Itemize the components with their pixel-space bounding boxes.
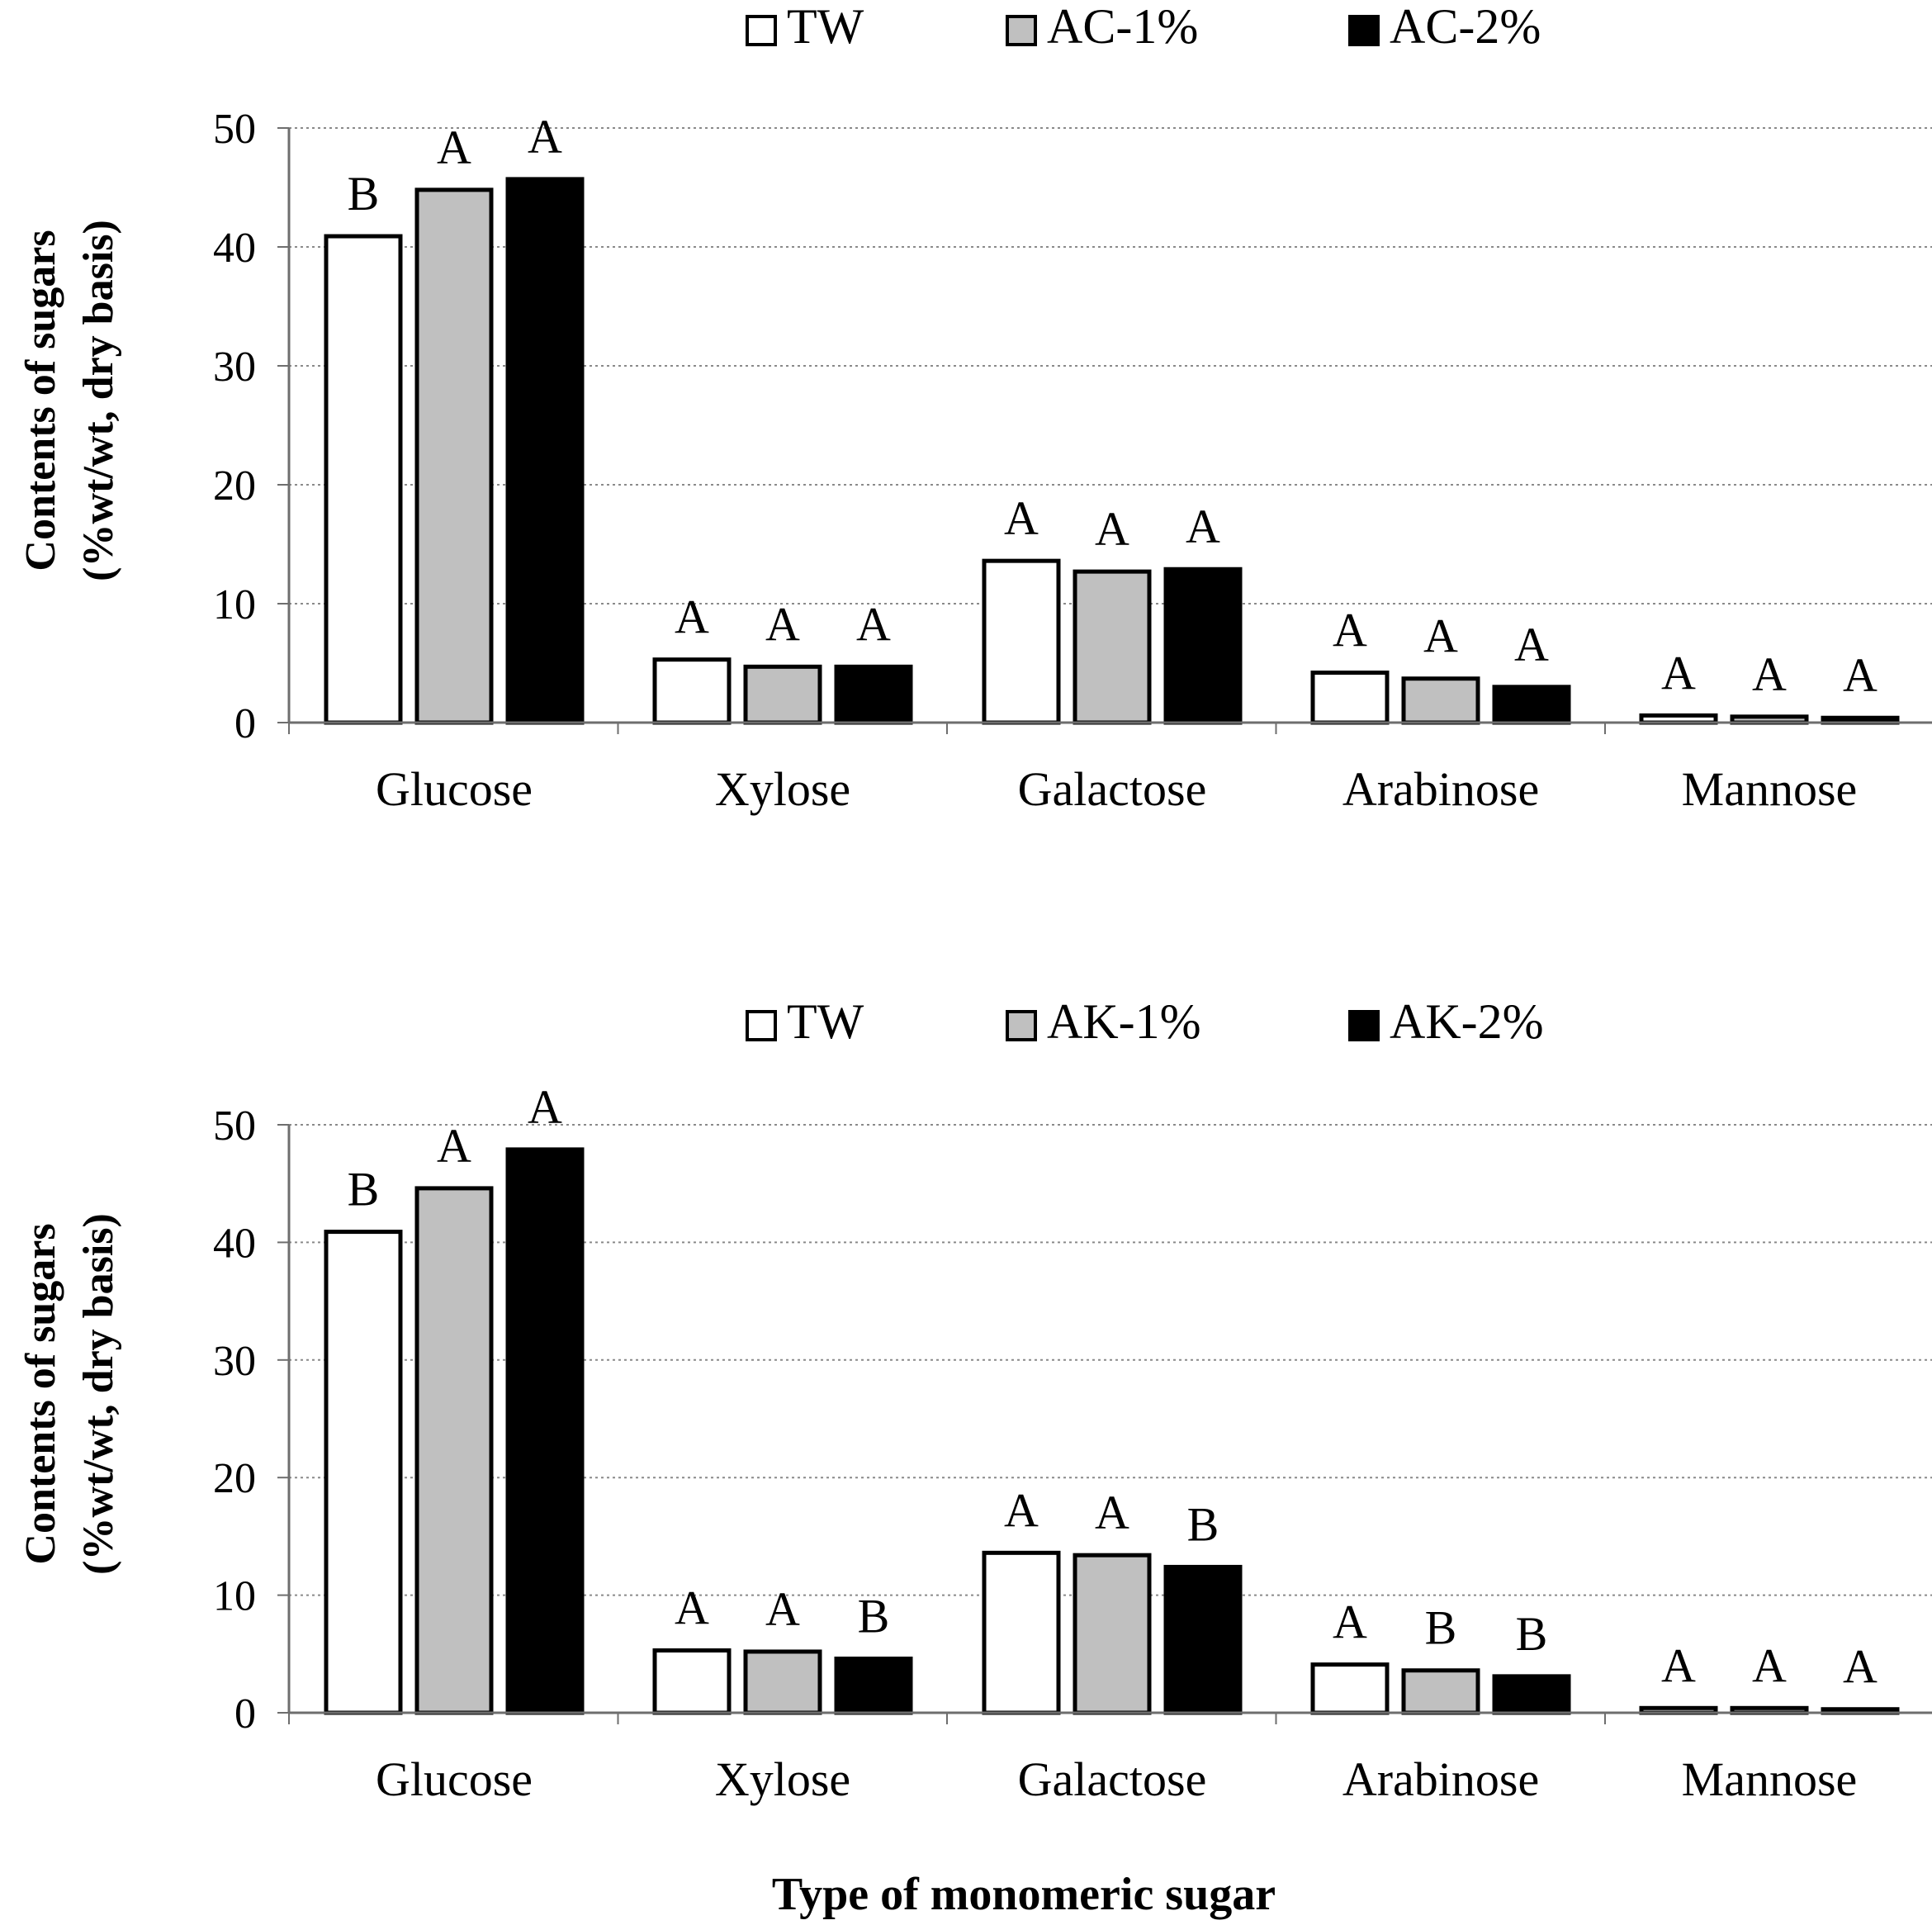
significance-letter: B (858, 1589, 890, 1643)
y-tick-label: 10 (213, 1573, 256, 1620)
significance-letter: A (1333, 604, 1367, 657)
legend-label: AK-2% (1390, 994, 1544, 1049)
significance-letter: B (1187, 1497, 1219, 1551)
significance-letter: A (437, 1119, 471, 1173)
y-tick-label: 50 (213, 106, 256, 153)
bar (324, 1230, 403, 1715)
bar (324, 234, 403, 725)
legend-label: TW (787, 994, 864, 1049)
bar (505, 1147, 585, 1715)
bar (743, 664, 822, 725)
legend-label: AC-2% (1390, 0, 1541, 54)
significance-letter: A (1514, 618, 1549, 671)
x-tick-label: Glucose (376, 762, 533, 816)
x-tick-label: Xylose (715, 1752, 850, 1806)
significance-letter: B (1516, 1607, 1548, 1661)
significance-letter: A (1186, 500, 1220, 553)
legend-swatch (1006, 15, 1037, 46)
significance-letter: A (528, 1080, 562, 1134)
bar (1401, 676, 1480, 725)
y-tick-label: 30 (213, 1338, 256, 1385)
significance-letter: A (437, 121, 471, 174)
significance-letter: A (765, 597, 800, 651)
bar (1492, 685, 1571, 725)
legend-swatch (1006, 1010, 1037, 1041)
y-tick-label: 40 (213, 1220, 256, 1267)
y-tick-label: 30 (213, 344, 256, 391)
bar (1310, 1662, 1390, 1715)
y-tick-label: 50 (213, 1102, 256, 1150)
bar (743, 1649, 822, 1715)
significance-letter: A (1843, 1640, 1878, 1694)
x-tick-label: Mannose (1682, 1752, 1858, 1806)
significance-letter: A (528, 110, 562, 164)
y-axis-label-line1: Contents of sugars (17, 1223, 64, 1564)
top-panel: 0 10 20 30 40 50 Contents of sugars (%wt/wt, dr… (17, 0, 1932, 816)
bar (1163, 1564, 1243, 1715)
y-tick-label: 20 (213, 462, 256, 510)
significance-letter: A (856, 597, 891, 651)
bar (414, 187, 494, 725)
significance-letter: A (675, 1581, 709, 1635)
legend-swatch (1348, 1010, 1380, 1041)
significance-letter: A (1423, 609, 1458, 663)
bar (652, 1648, 732, 1715)
legend-swatch (746, 15, 777, 46)
x-axis-label: Type of monomeric sugar (772, 1869, 1276, 1920)
bar (834, 664, 913, 725)
bar (1073, 1553, 1152, 1715)
bar (1073, 569, 1152, 725)
x-tick-label: Glucose (376, 1752, 533, 1806)
significance-letter: B (348, 1163, 380, 1216)
significance-letter: A (1004, 491, 1039, 545)
significance-letter: A (765, 1582, 800, 1636)
significance-letter: A (1004, 1483, 1039, 1537)
bottom-panel: 0 10 20 30 40 50 Contents of sugars (%wt/wt, dr… (17, 994, 1932, 1806)
x-tick-label: Arabinose (1342, 1752, 1539, 1806)
significance-letter: A (1752, 647, 1787, 701)
legend-label: TW (787, 0, 864, 54)
bar (652, 657, 732, 725)
significance-letter: A (675, 590, 709, 644)
x-tick-label: Mannose (1682, 762, 1858, 816)
legend-swatch (1348, 15, 1380, 46)
legend-label: AK-1% (1047, 994, 1201, 1049)
significance-letter: A (1752, 1638, 1787, 1692)
significance-letter: A (1095, 1486, 1129, 1539)
x-tick-label: Xylose (715, 762, 850, 816)
y-axis-label-line2: (%wt/wt, dry basis) (75, 1213, 122, 1575)
legend-label: AC-1% (1047, 0, 1198, 54)
legend-swatch (746, 1010, 777, 1041)
significance-letter: B (348, 167, 380, 220)
significance-letter: A (1095, 502, 1129, 556)
bar (1401, 1668, 1480, 1715)
y-axis-label-line2: (%wt/wt, dry basis) (75, 220, 122, 581)
bar (505, 177, 585, 725)
bar (1492, 1674, 1571, 1715)
y-tick-label: 40 (213, 225, 256, 272)
y-tick-label: 0 (234, 700, 256, 747)
bar (1310, 671, 1390, 725)
bar (834, 1656, 913, 1715)
y-tick-label: 20 (213, 1455, 256, 1502)
bar (1163, 567, 1243, 725)
x-tick-label: Arabinose (1342, 762, 1539, 816)
x-tick-label: Galactose (1018, 762, 1207, 816)
bar (982, 1550, 1061, 1715)
x-tick-label: Galactose (1018, 1752, 1207, 1806)
bar (414, 1186, 494, 1715)
significance-letter: A (1843, 648, 1878, 702)
y-tick-label: 0 (234, 1690, 256, 1738)
bar (982, 558, 1061, 725)
significance-letter: A (1661, 646, 1696, 699)
y-axis-label-line1: Contents of sugars (17, 230, 64, 571)
significance-letter: A (1333, 1595, 1367, 1649)
significance-letter: A (1661, 1638, 1696, 1692)
y-tick-label: 10 (213, 581, 256, 628)
significance-letter: B (1425, 1601, 1457, 1655)
